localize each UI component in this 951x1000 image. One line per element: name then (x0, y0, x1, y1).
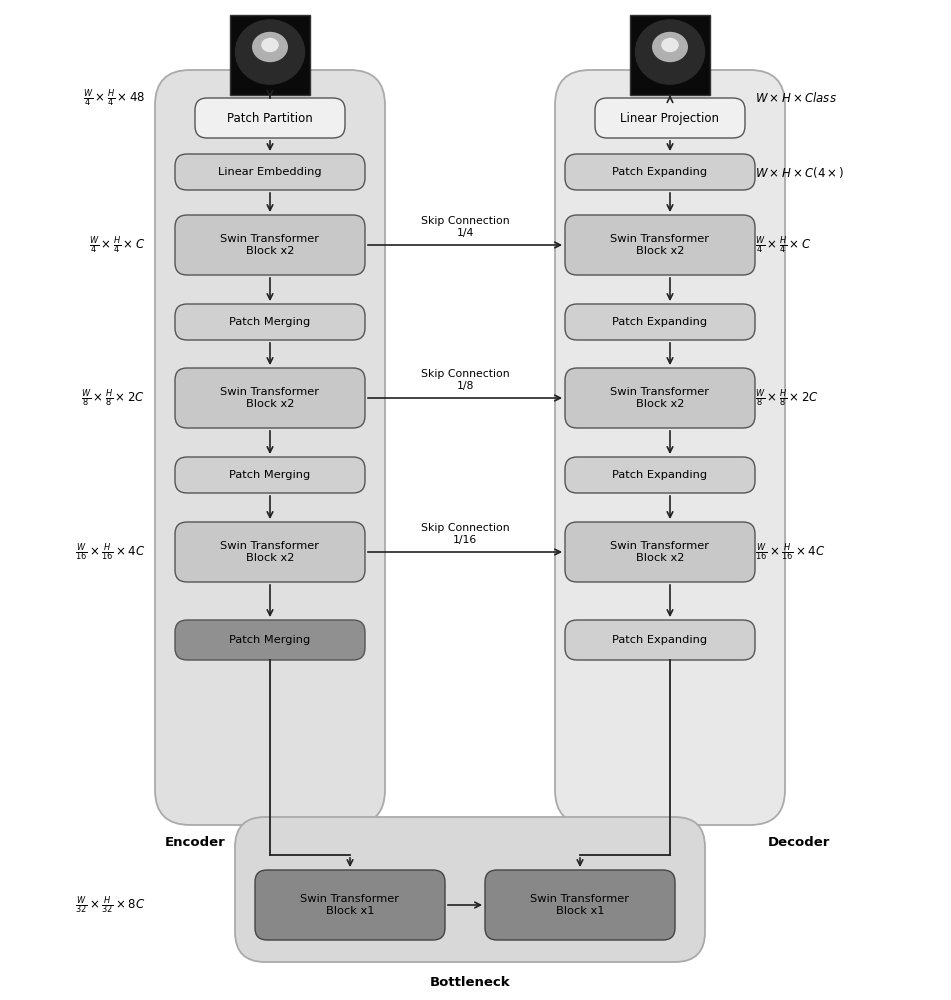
Text: Patch Merging: Patch Merging (229, 470, 311, 480)
Text: Swin Transformer
Block x2: Swin Transformer Block x2 (221, 234, 320, 256)
Text: Swin Transformer
Block x2: Swin Transformer Block x2 (611, 541, 709, 563)
FancyBboxPatch shape (175, 215, 365, 275)
FancyBboxPatch shape (230, 15, 310, 95)
FancyBboxPatch shape (565, 154, 755, 190)
FancyBboxPatch shape (595, 98, 745, 138)
Text: Patch Merging: Patch Merging (229, 317, 311, 327)
Text: Patch Merging: Patch Merging (229, 635, 311, 645)
Text: $\frac{W}{4}\times\frac{H}{4}\times C$: $\frac{W}{4}\times\frac{H}{4}\times C$ (88, 234, 145, 256)
Ellipse shape (235, 19, 305, 85)
FancyBboxPatch shape (565, 620, 755, 660)
FancyBboxPatch shape (485, 870, 675, 940)
Text: $\frac{W}{16}\times\frac{H}{16}\times 4C$: $\frac{W}{16}\times\frac{H}{16}\times 4C… (755, 541, 825, 563)
Text: Patch Expanding: Patch Expanding (612, 167, 708, 177)
Text: $\frac{W}{32}\times\frac{H}{32}\times 8C$: $\frac{W}{32}\times\frac{H}{32}\times 8C… (74, 894, 145, 916)
Text: Swin Transformer
Block x2: Swin Transformer Block x2 (221, 541, 320, 563)
Text: $\frac{W}{4}\times\frac{H}{4}\times C$: $\frac{W}{4}\times\frac{H}{4}\times C$ (755, 234, 811, 256)
Text: Swin Transformer
Block x1: Swin Transformer Block x1 (531, 894, 630, 916)
Text: Patch Expanding: Patch Expanding (612, 317, 708, 327)
Text: Patch Expanding: Patch Expanding (612, 470, 708, 480)
Text: Swin Transformer
Block x1: Swin Transformer Block x1 (301, 894, 399, 916)
Text: Swin Transformer
Block x2: Swin Transformer Block x2 (611, 387, 709, 409)
Ellipse shape (262, 38, 279, 52)
Ellipse shape (635, 19, 706, 85)
FancyBboxPatch shape (565, 304, 755, 340)
Ellipse shape (652, 32, 688, 62)
Text: Skip Connection
1/16: Skip Connection 1/16 (420, 523, 510, 545)
Text: Patch Expanding: Patch Expanding (612, 635, 708, 645)
Text: $W\times H\times C(4\times)$: $W\times H\times C(4\times)$ (755, 165, 844, 180)
Text: Skip Connection
1/4: Skip Connection 1/4 (420, 216, 510, 238)
FancyBboxPatch shape (630, 15, 710, 95)
Text: Patch Partition: Patch Partition (227, 112, 313, 125)
Text: $W\times H\times Class$: $W\times H\times Class$ (755, 91, 837, 105)
Ellipse shape (661, 38, 679, 52)
FancyBboxPatch shape (235, 817, 705, 962)
Text: Bottleneck: Bottleneck (430, 976, 511, 988)
Text: $\frac{W}{4}\times\frac{H}{4}\times 48$: $\frac{W}{4}\times\frac{H}{4}\times 48$ (83, 87, 145, 109)
Ellipse shape (252, 32, 288, 62)
Text: Swin Transformer
Block x2: Swin Transformer Block x2 (221, 387, 320, 409)
Text: Swin Transformer
Block x2: Swin Transformer Block x2 (611, 234, 709, 256)
Text: Linear Embedding: Linear Embedding (218, 167, 321, 177)
FancyBboxPatch shape (155, 70, 385, 825)
FancyBboxPatch shape (175, 154, 365, 190)
FancyBboxPatch shape (555, 70, 785, 825)
FancyBboxPatch shape (255, 870, 445, 940)
Text: Linear Projection: Linear Projection (620, 112, 720, 125)
Text: $\frac{W}{8}\times\frac{H}{8}\times 2C$: $\frac{W}{8}\times\frac{H}{8}\times 2C$ (81, 387, 145, 409)
Text: Skip Connection
1/8: Skip Connection 1/8 (420, 369, 510, 391)
Text: $\frac{W}{8}\times\frac{H}{8}\times 2C$: $\frac{W}{8}\times\frac{H}{8}\times 2C$ (755, 387, 819, 409)
FancyBboxPatch shape (195, 98, 345, 138)
FancyBboxPatch shape (565, 522, 755, 582)
FancyBboxPatch shape (175, 457, 365, 493)
FancyBboxPatch shape (565, 368, 755, 428)
Text: Encoder: Encoder (165, 836, 225, 848)
Text: $\frac{W}{16}\times\frac{H}{16}\times 4C$: $\frac{W}{16}\times\frac{H}{16}\times 4C… (74, 541, 145, 563)
Text: Decoder: Decoder (767, 836, 830, 848)
FancyBboxPatch shape (565, 215, 755, 275)
FancyBboxPatch shape (175, 368, 365, 428)
FancyBboxPatch shape (565, 457, 755, 493)
FancyBboxPatch shape (175, 522, 365, 582)
FancyBboxPatch shape (175, 620, 365, 660)
FancyBboxPatch shape (175, 304, 365, 340)
